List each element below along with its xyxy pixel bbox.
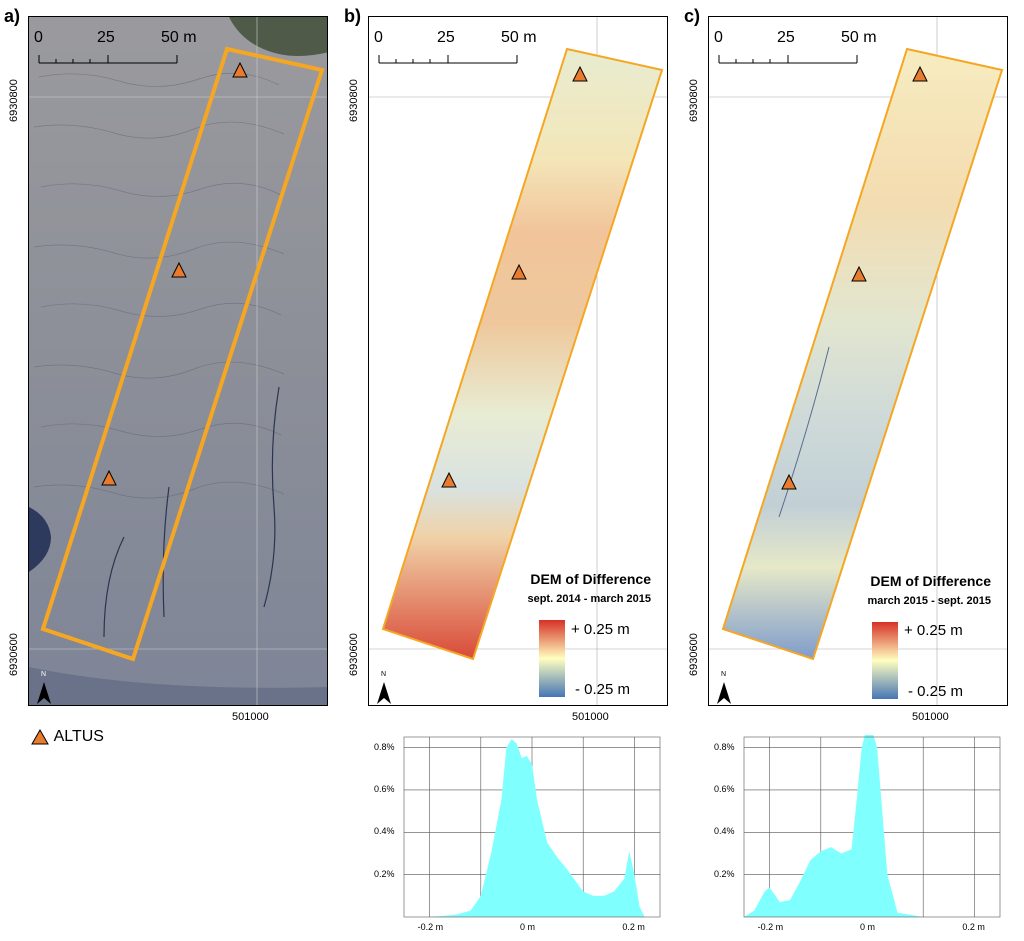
altus-marker-1: [572, 65, 588, 82]
easting-label-b: 501000: [572, 711, 609, 723]
histogram-area: [404, 739, 660, 917]
drainage-channels: [103, 386, 280, 638]
panel-b-dod: 0 25 50 m DEM of Difference sept. 2014 -…: [368, 16, 668, 706]
altus-marker-3: [441, 471, 457, 488]
y-tick-label: 0.6%: [374, 783, 395, 794]
scale-label-50: 50 m: [841, 29, 877, 46]
ripple-texture: [33, 72, 285, 499]
y-tick-label: 0.8%: [374, 741, 395, 752]
x-tick-label: 0.2 m: [622, 922, 645, 932]
survey-area-outline: [40, 46, 325, 662]
y-tick-label: 0.4%: [714, 826, 735, 837]
scale-label-0: 0: [374, 29, 383, 46]
color-ramp-c: [872, 622, 898, 699]
north-label: N: [721, 671, 727, 678]
y-tick-label: 0.2%: [374, 868, 395, 879]
altus-markers: [781, 65, 928, 490]
northing-bottom-label-a: 6930600: [8, 633, 20, 676]
dod-map-b: [369, 17, 667, 705]
channel-trace: [778, 346, 830, 518]
dod-raster-b: [381, 47, 664, 661]
scale-bar: [38, 55, 178, 64]
altus-markers: [441, 65, 588, 488]
scale-label-25: 25: [97, 29, 115, 46]
altus-legend: ALTUS: [30, 728, 104, 746]
north-arrow: [37, 682, 51, 704]
north-arrow-icon: [37, 682, 51, 704]
scale-label-0: 0: [714, 29, 723, 46]
legend-min-b: - 0.25 m: [575, 681, 631, 698]
altus-markers: [101, 61, 248, 486]
legend-title-c: DEM of Difference: [870, 573, 991, 589]
water-edge: [29, 667, 327, 705]
orthophoto-map: [29, 17, 327, 705]
y-tick-label: 0.6%: [714, 783, 735, 794]
dod-map-c: [709, 17, 1007, 705]
scale-bar: [378, 55, 518, 64]
x-tick-label: 0 m: [520, 922, 536, 932]
scale-label-0: 0: [34, 29, 43, 46]
altus-marker-3: [781, 473, 797, 490]
scale-label-25: 25: [777, 29, 795, 46]
altus-marker-2: [171, 261, 187, 278]
north-arrow-icon: [717, 682, 731, 704]
x-tick-label: 0 m: [860, 922, 876, 932]
panel-c-label: c): [684, 6, 701, 26]
y-tick-label: 0.2%: [714, 868, 735, 879]
histogram-area: [744, 726, 1000, 917]
legend-min-c: - 0.25 m: [908, 683, 964, 700]
scale-label-25: 25: [437, 29, 455, 46]
histogram-b: -0.2 m 0 m 0.2 m 0.2% 0.4% 0.6% 0.8%: [368, 735, 668, 935]
x-tick-label: -0.2 m: [757, 922, 784, 932]
y-tick-label: 0.8%: [714, 741, 735, 752]
dod-raster-c: [721, 47, 1004, 661]
panel-a-orthophoto: 0 25 50 m N: [28, 16, 328, 706]
altus-legend-icon: [31, 728, 49, 745]
x-tick-label: -0.2 m: [417, 922, 444, 932]
histogram-c: -0.2 m 0 m 0.2 m 0.2% 0.4% 0.6% 0.8%: [708, 726, 1008, 935]
north-label: N: [381, 671, 387, 678]
northing-bottom-label-c: 6930600: [688, 633, 700, 676]
northing-bottom-label-b: 6930600: [348, 633, 360, 676]
color-ramp-b: [539, 620, 565, 697]
easting-label-c: 501000: [912, 711, 949, 723]
histogram-plot-c: [743, 726, 1001, 918]
x-tick-label: 0.2 m: [962, 922, 985, 932]
scale-bar: [718, 55, 858, 64]
panel-b-label: b): [344, 6, 361, 26]
altus-marker-2: [511, 263, 527, 280]
panel-c-dod: 0 25 50 m DEM of Difference march 2015 -…: [708, 16, 1008, 706]
scale-label-50: 50 m: [161, 29, 197, 46]
vegetation-patch: [229, 17, 327, 56]
altus-legend-label: ALTUS: [53, 728, 104, 746]
easting-label-a: 501000: [232, 711, 269, 723]
northing-top-label-c: 6930800: [688, 79, 700, 122]
legend-period-c: march 2015 - sept. 2015: [867, 595, 991, 607]
legend-period-b: sept. 2014 - march 2015: [527, 593, 651, 605]
y-tick-label: 0.4%: [374, 826, 395, 837]
northing-top-label-a: 6930800: [8, 79, 20, 122]
north-label: N: [41, 671, 47, 678]
plot-frame: [403, 736, 661, 918]
legend-title-b: DEM of Difference: [530, 571, 651, 587]
panel-a-label: a): [4, 6, 21, 26]
scale-label-50: 50 m: [501, 29, 537, 46]
beach-imagery: [29, 17, 327, 705]
legend-max-b: + 0.25 m: [571, 621, 630, 638]
northing-top-label-b: 6930800: [348, 79, 360, 122]
altus-marker-2: [851, 265, 867, 282]
plot-frame: [743, 736, 1001, 918]
altus-marker-1: [912, 65, 928, 82]
north-arrow-icon: [377, 682, 391, 704]
histogram-plot-b: [403, 736, 661, 918]
altus-marker-1: [232, 61, 248, 78]
legend-max-c: + 0.25 m: [904, 622, 963, 639]
altus-marker-3: [101, 469, 117, 486]
tidal-pool: [29, 507, 51, 572]
